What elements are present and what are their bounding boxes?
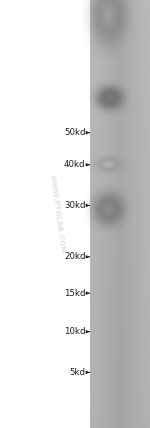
Text: 50kd: 50kd [64,128,86,137]
Text: WWW.PTGLAB.COM: WWW.PTGLAB.COM [48,174,66,254]
Text: 5kd: 5kd [69,368,86,377]
Text: 20kd: 20kd [64,252,86,262]
Text: 10kd: 10kd [64,327,86,336]
Text: 15kd: 15kd [64,288,86,298]
Text: 30kd: 30kd [64,201,86,210]
Text: 40kd: 40kd [64,160,86,169]
